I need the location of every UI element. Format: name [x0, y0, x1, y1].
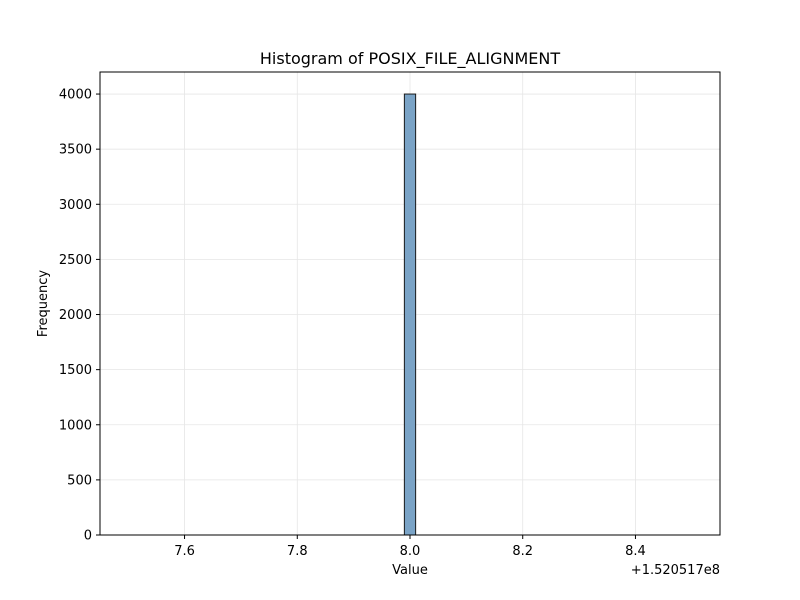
- y-tick-label: 1000: [59, 418, 92, 433]
- bar-layer: [403, 93, 417, 536]
- histogram-bar: [403, 93, 417, 536]
- y-tick-label: 0: [84, 529, 92, 544]
- x-tick-label: 8.0: [400, 544, 421, 559]
- chart-title: Histogram of POSIX_FILE_ALIGNMENT: [260, 49, 560, 69]
- x-axis-ticks: 7.6 7.8 8.0 8.2 8.4: [174, 535, 646, 559]
- x-tick-label: 7.6: [174, 544, 195, 559]
- y-tick-label: 3000: [59, 198, 92, 213]
- x-axis-offset-label: +1.520517e8: [631, 563, 720, 578]
- x-tick-label: 7.8: [287, 544, 308, 559]
- y-axis-ticks: 0 500 1000 1500 2000 2500 3000 3500 4000: [59, 88, 100, 544]
- y-tick-label: 500: [67, 473, 92, 488]
- x-axis-label: Value: [392, 563, 428, 578]
- y-tick-label: 3500: [59, 143, 92, 158]
- y-tick-label: 4000: [59, 88, 92, 103]
- x-tick-label: 8.4: [625, 544, 646, 559]
- y-tick-label: 1500: [59, 363, 92, 378]
- x-tick-label: 8.2: [512, 544, 533, 559]
- y-tick-label: 2500: [59, 253, 92, 268]
- y-axis-label: Frequency: [36, 270, 51, 337]
- y-tick-label: 2000: [59, 308, 92, 323]
